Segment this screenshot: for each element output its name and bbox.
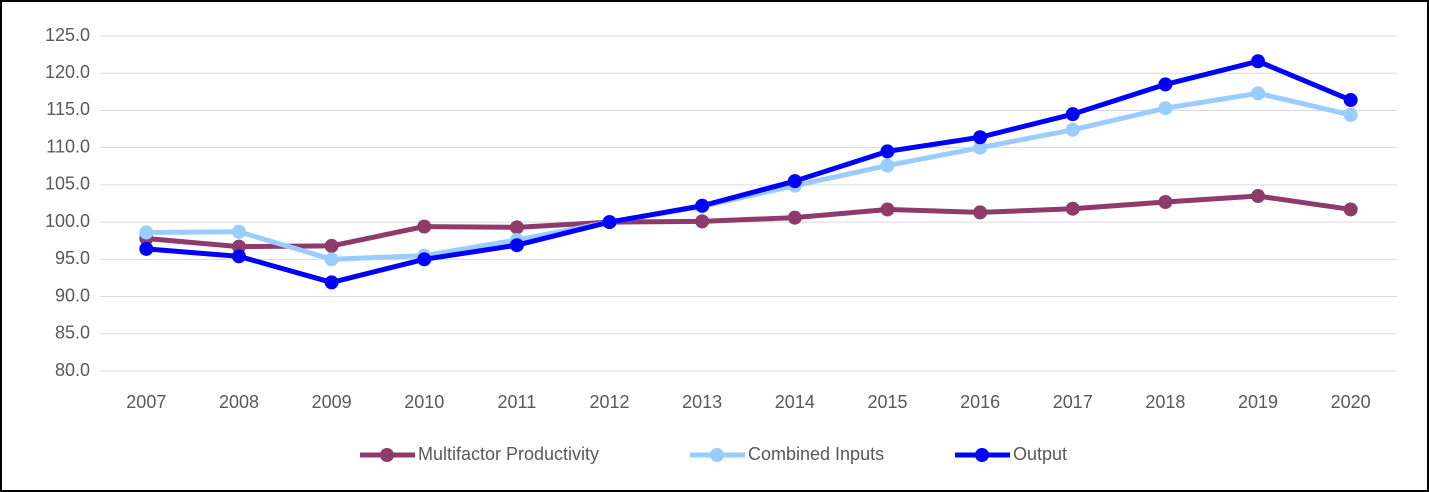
point xyxy=(880,144,895,159)
y-tick-label: 105.0 xyxy=(45,174,90,194)
y-tick-label: 100.0 xyxy=(45,211,90,231)
point xyxy=(1251,54,1266,69)
y-tick-label: 90.0 xyxy=(55,285,90,305)
point xyxy=(1065,201,1080,216)
y-tick-label: 110.0 xyxy=(46,136,90,156)
point xyxy=(231,249,246,264)
point xyxy=(973,205,988,220)
x-tick-label: 2020 xyxy=(1331,392,1371,412)
point xyxy=(787,210,802,225)
point xyxy=(973,130,988,145)
x-tick-label: 2014 xyxy=(775,392,815,412)
point xyxy=(1158,195,1173,210)
legend-label: Multifactor Productivity xyxy=(418,444,599,464)
point xyxy=(417,252,432,267)
point xyxy=(602,215,617,230)
legend-label: Output xyxy=(1013,444,1067,464)
point xyxy=(231,224,246,239)
point xyxy=(787,174,802,189)
point xyxy=(139,241,154,256)
x-tick-label: 2011 xyxy=(498,392,537,412)
x-tick-label: 2007 xyxy=(126,392,166,412)
point xyxy=(695,214,710,229)
x-tick-label: 2016 xyxy=(960,392,1000,412)
x-tick-label: 2013 xyxy=(682,392,722,412)
x-tick-label: 2008 xyxy=(219,392,259,412)
point xyxy=(1158,101,1173,116)
x-tick-label: 2017 xyxy=(1053,392,1093,412)
y-tick-label: 125.0 xyxy=(45,25,90,45)
x-tick-label: 2009 xyxy=(312,392,352,412)
point xyxy=(1065,107,1080,122)
x-tick-label: 2012 xyxy=(590,392,630,412)
point xyxy=(1251,86,1266,101)
point xyxy=(1343,107,1358,122)
point xyxy=(880,202,895,217)
x-tick-label: 2018 xyxy=(1145,392,1185,412)
point xyxy=(973,140,988,155)
point xyxy=(1343,202,1358,217)
point xyxy=(139,225,154,240)
point xyxy=(231,239,246,254)
point xyxy=(324,238,339,253)
legend-marker xyxy=(975,448,989,462)
legend-label: Combined Inputs xyxy=(748,444,884,464)
point xyxy=(1251,189,1266,204)
point xyxy=(324,275,339,290)
legend-marker xyxy=(380,448,394,462)
point xyxy=(509,220,524,235)
point xyxy=(417,219,432,234)
point xyxy=(1158,77,1173,92)
point xyxy=(1065,122,1080,137)
point xyxy=(324,252,339,267)
y-tick-label: 85.0 xyxy=(55,323,90,343)
y-tick-label: 95.0 xyxy=(55,248,90,268)
y-tick-label: 115.0 xyxy=(46,99,90,119)
y-tick-label: 80.0 xyxy=(55,360,90,380)
point xyxy=(880,158,895,173)
x-tick-label: 2019 xyxy=(1238,392,1278,412)
series-line xyxy=(146,90,1352,262)
point xyxy=(1343,93,1358,108)
x-tick-label: 2010 xyxy=(404,392,444,412)
point xyxy=(695,198,710,213)
point xyxy=(509,238,524,253)
legend-marker xyxy=(710,448,724,462)
series-line xyxy=(146,193,1352,250)
y-tick-label: 120.0 xyxy=(45,62,90,82)
x-tick-label: 2015 xyxy=(867,392,907,412)
series-line xyxy=(146,58,1352,285)
